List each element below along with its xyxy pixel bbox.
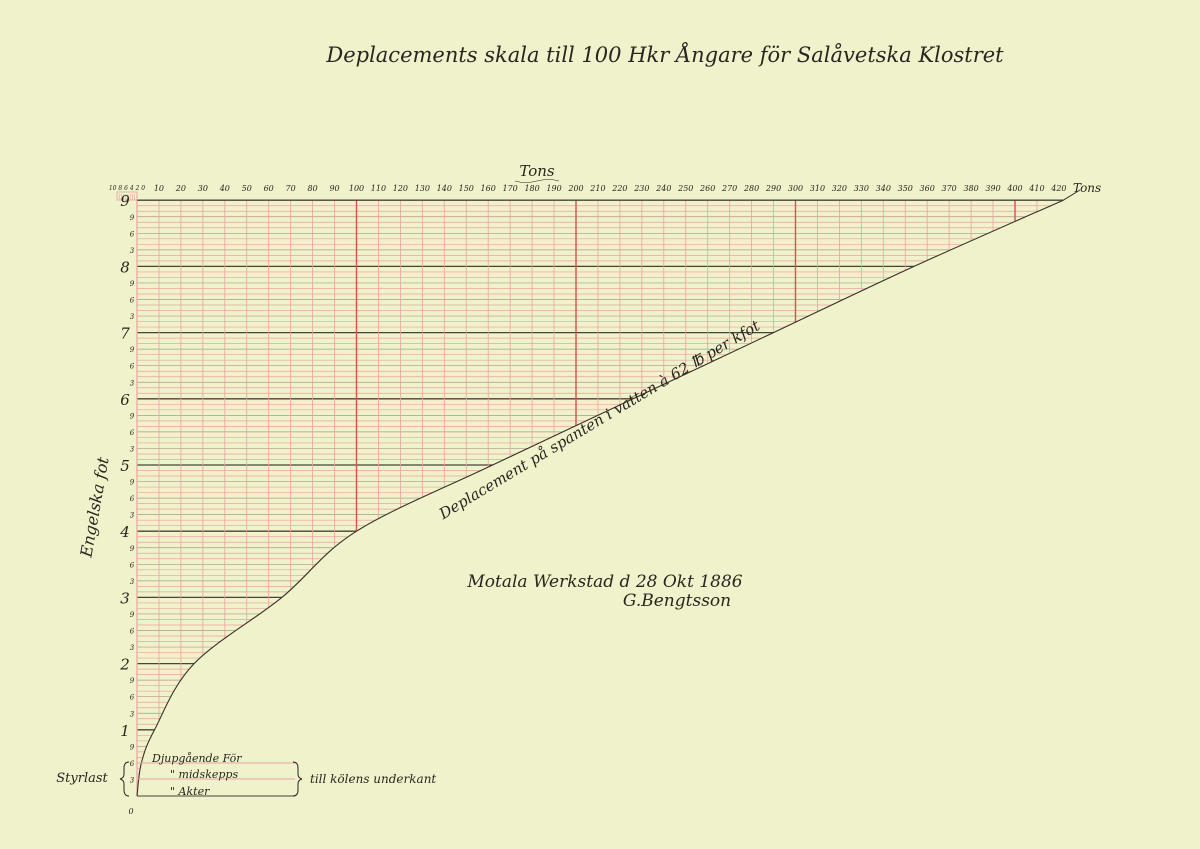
y-tick-inch-label: 6: [130, 561, 135, 569]
y-tick-feet-label: 3: [120, 589, 130, 607]
y-tick-feet-label: 7: [120, 325, 130, 343]
x-tick-label: 220: [611, 184, 627, 193]
x-tick-label: 110: [371, 184, 386, 193]
x-tick-label: 40: [219, 184, 230, 193]
y-tick-inch-label: 9: [130, 280, 135, 288]
x-tick-label: 310: [810, 184, 825, 193]
x-tick-label: 50: [242, 184, 252, 193]
y-tick-inch-label: 9: [130, 743, 135, 751]
x-tick-label: 170: [503, 184, 518, 193]
y-tick-inch-label: 3: [130, 578, 135, 586]
x-tick-label: 360: [920, 184, 935, 193]
x-tick-label: 160: [481, 184, 496, 193]
y-tick-inch-label: 6: [130, 694, 135, 702]
y-tick-inch-label: 3: [130, 247, 135, 255]
y-tick-inch-label: 3: [130, 644, 135, 652]
x-tick-label: 280: [743, 184, 759, 193]
x-tick-label: 330: [854, 184, 869, 193]
y-tick-inch-label: 6: [130, 429, 135, 437]
y-tick-inch-label: 6: [130, 363, 135, 371]
x-tick-label: 270: [721, 184, 737, 193]
x-tick-label: 120: [393, 184, 408, 193]
y-tick-inch-label: 9: [130, 545, 135, 553]
y-tick-inch-label: 9: [130, 611, 135, 619]
y-tick-inch-label: 6: [130, 297, 135, 305]
small-scale-label: 10 8 6 4 2 0: [109, 185, 145, 192]
y-tick-inch-label: 3: [130, 445, 135, 453]
y-tick-feet-label: 4: [119, 523, 130, 541]
y-tick-feet-label: 9: [120, 192, 130, 210]
curve-extension: [1063, 189, 1081, 201]
x-tick-label: 370: [942, 184, 957, 193]
x-tick-label: 200: [567, 184, 583, 193]
x-tick-label: 70: [286, 184, 296, 193]
y-tick-inch-label: 6: [130, 230, 135, 238]
y-tick-inch-label: 3: [130, 710, 135, 718]
right-brace: [292, 761, 303, 797]
y-zero-label: 0: [128, 807, 133, 816]
x-tick-label: 260: [699, 184, 715, 193]
x-tick-label: 250: [677, 184, 693, 193]
signature-name: G.Bengtsson: [623, 591, 731, 611]
x-tick-label: 230: [633, 184, 649, 193]
x-tick-label: 180: [524, 184, 539, 193]
x-tick-label: 190: [546, 184, 561, 193]
x-axis-title: Tons: [519, 162, 555, 180]
grid: [137, 200, 1064, 796]
signature-place-date: Motala Werkstad d 28 Okt 1886: [466, 572, 742, 592]
x-tick-label: 150: [459, 184, 474, 193]
y-tick-inch-label: 3: [130, 313, 135, 321]
x-tick-label: 10: [154, 184, 164, 193]
y-tick-inch-label: 3: [130, 776, 135, 784]
x-tick-label: 380: [963, 184, 978, 193]
y-axis-title: Engelska fot: [76, 455, 113, 560]
x-tick-label: 80: [308, 184, 318, 193]
curve-label: Deplacement på spanten i vatten à 62 ℔ p…: [435, 316, 764, 523]
x-tick-label: 90: [329, 184, 339, 193]
left-brace: [119, 761, 130, 797]
y-tick-inch-label: 9: [130, 412, 135, 420]
y-tick-inch-label: 9: [130, 479, 135, 487]
x-tick-label: 20: [175, 184, 186, 193]
y-tick-inch-label: 6: [130, 495, 135, 503]
x-title-underline: [514, 179, 560, 183]
x-tick-label: 210: [589, 184, 605, 193]
x-tick-label: 140: [437, 184, 452, 193]
y-tick-inch-label: 9: [130, 677, 135, 685]
y-tick-feet-label: 8: [120, 258, 130, 276]
x-tick-label: 30: [198, 184, 208, 193]
y-tick-inch-label: 9: [130, 346, 135, 354]
draft-row-label: " midskepps: [170, 768, 238, 781]
y-tick-inch-label: 9: [130, 214, 135, 222]
x-tick-label: 300: [788, 184, 803, 193]
y-tick-feet-label: 6: [120, 391, 130, 409]
x-tick-label: 320: [832, 184, 847, 193]
x-tick-label: 400: [1006, 184, 1022, 193]
y-tick-feet-label: 2: [119, 656, 130, 674]
draft-suffix: till kölens underkant: [310, 772, 436, 786]
y-tick-inch-label: 6: [130, 628, 135, 636]
y-tick-inch-label: 3: [130, 512, 135, 520]
displacement-curve: [136, 199, 1064, 797]
draft-label: Styrlast: [56, 771, 108, 786]
x-axis-end-label: Tons: [1073, 181, 1101, 195]
x-tick-label: 100: [349, 184, 364, 193]
y-tick-feet-label: 5: [120, 457, 130, 475]
x-tick-label: 240: [655, 184, 671, 193]
y-tick-feet-label: 1: [120, 722, 130, 740]
x-tick-label: 390: [985, 184, 1000, 193]
x-tick-label: 350: [898, 184, 913, 193]
y-tick-inch-label: 3: [130, 379, 135, 387]
x-tick-label: 420: [1050, 184, 1066, 193]
x-tick-label: 410: [1028, 184, 1044, 193]
x-tick-label: 130: [415, 184, 430, 193]
draft-row-label: " Akter: [170, 785, 210, 798]
x-tick-label: 60: [264, 184, 274, 193]
y-tick-inch-label: 6: [130, 760, 135, 768]
x-tick-label: 340: [876, 184, 891, 193]
draft-row-label: Djupgående För: [151, 752, 242, 765]
x-tick-label: 290: [765, 184, 781, 193]
chart-title: Deplacements skala till 100 Hkr Ångare f…: [325, 42, 1004, 67]
